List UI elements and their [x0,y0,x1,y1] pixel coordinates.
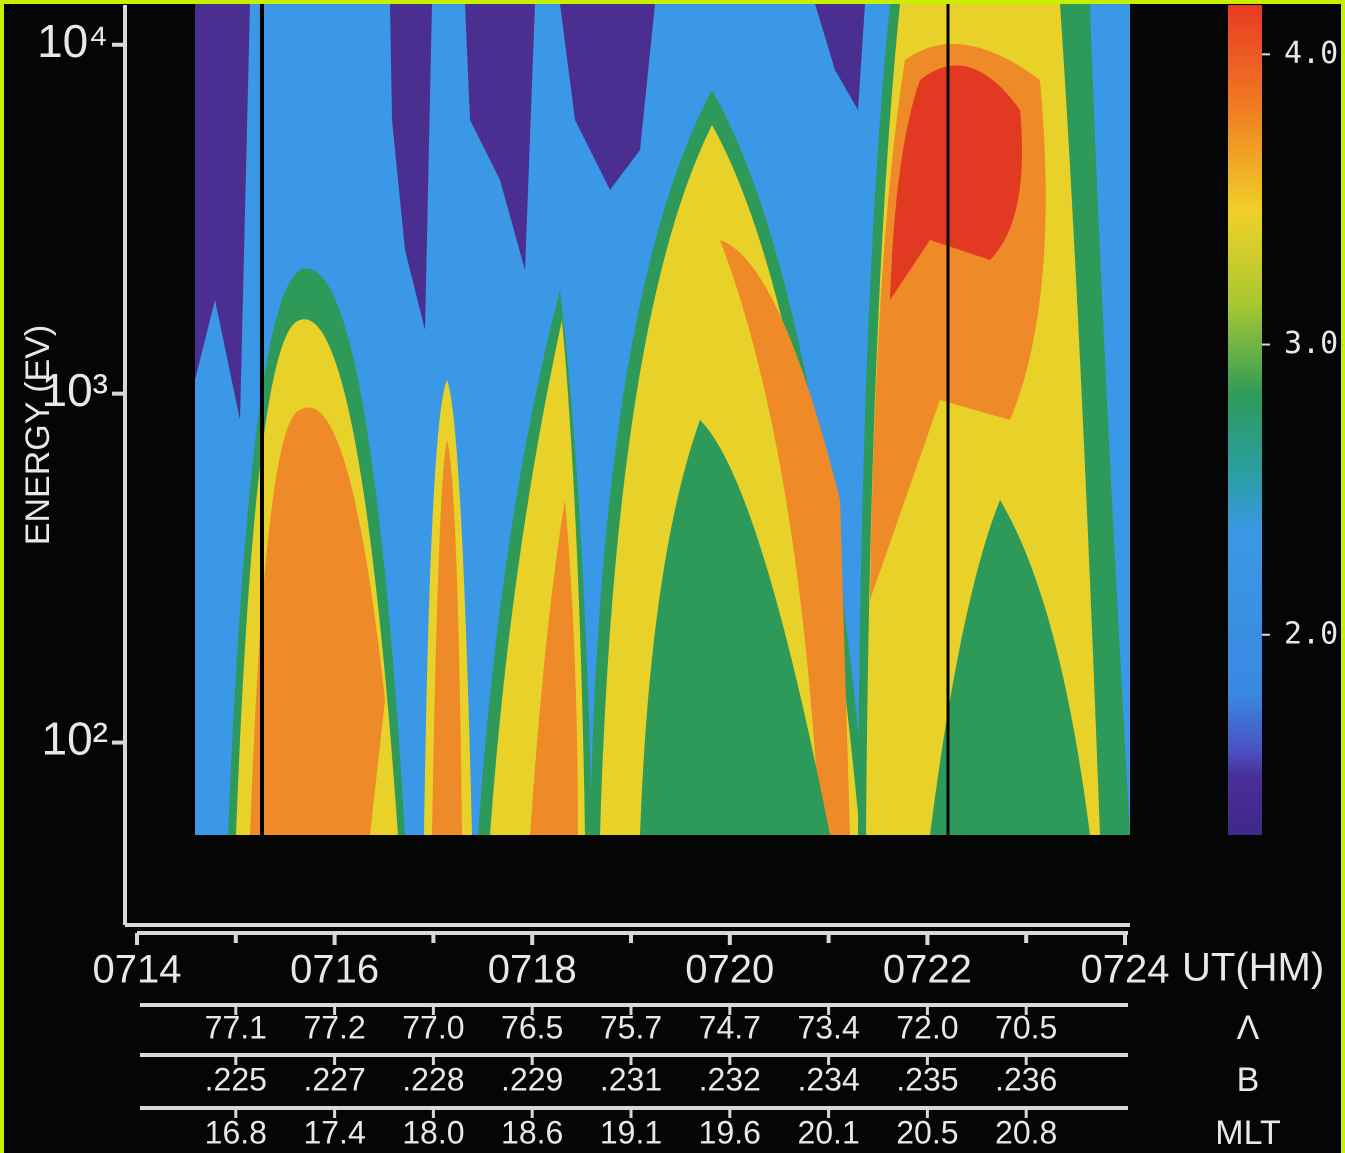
ephemeris-value: .229 [501,1061,563,1097]
ephemeris-value: 73.4 [797,1009,859,1045]
ephemeris-value: 75.7 [600,1009,662,1045]
ephemeris-value: .234 [797,1061,859,1097]
spectrogram [195,4,1130,835]
ephemeris-value: 77.2 [303,1009,365,1045]
ephemeris-value: 18.0 [402,1114,464,1150]
ephemeris-value: 20.8 [995,1114,1057,1150]
ephemeris-value: 19.1 [600,1114,662,1150]
ephemeris-value: .227 [303,1061,365,1097]
frame-left [0,0,4,1153]
ephemeris-label: Λ [1237,1009,1260,1047]
ephemeris-value: 20.5 [896,1114,958,1150]
ephemeris-value: 77.0 [402,1009,464,1045]
ephemeris-value: 16.8 [205,1114,267,1150]
colorbar [1228,5,1262,835]
ephemeris-value: .235 [896,1061,958,1097]
colorbar-tick-label: 2.0 [1284,616,1338,651]
ephemeris-value: 19.6 [699,1114,761,1150]
ephemeris-value: 20.1 [797,1114,859,1150]
ephemeris-value: 18.6 [501,1114,563,1150]
x-axis-label: UT(HM) [1182,946,1324,990]
y-tick-label: 10³ [42,364,108,416]
ephemeris-value: 77.1 [205,1009,267,1045]
colorbar-tick-label: 3.0 [1284,326,1338,361]
ephemeris-value: .231 [600,1061,662,1097]
ephemeris-value: 76.5 [501,1009,563,1045]
x-tick-label: 0724 [1081,948,1170,992]
y-tick-label: 10² [42,713,108,765]
ephemeris-value: 72.0 [896,1009,958,1045]
x-tick-label: 0722 [883,948,972,992]
frame-top [0,0,1345,4]
y-axis-label: ENERGY (EV) [19,325,57,545]
ephemeris-value: .225 [205,1061,267,1097]
ephemeris-label: B [1237,1061,1260,1099]
x-tick-label: 0718 [488,948,577,992]
x-tick-label: 0716 [290,948,379,992]
ephemeris-label: MLT [1215,1114,1280,1152]
ephemeris-value: 74.7 [699,1009,761,1045]
ephemeris-value: .236 [995,1061,1057,1097]
ephemeris-value: .232 [699,1061,761,1097]
colorbar-tick-label: 4.0 [1284,36,1338,71]
frame-right [1341,0,1345,1153]
ephemeris-value: .228 [402,1061,464,1097]
ephemeris-value: 70.5 [995,1009,1057,1045]
x-tick-label: 0714 [93,948,182,992]
y-tick-label: 10⁴ [37,15,108,67]
x-tick-label: 0720 [685,948,774,992]
ephemeris-value: 17.4 [303,1114,365,1150]
